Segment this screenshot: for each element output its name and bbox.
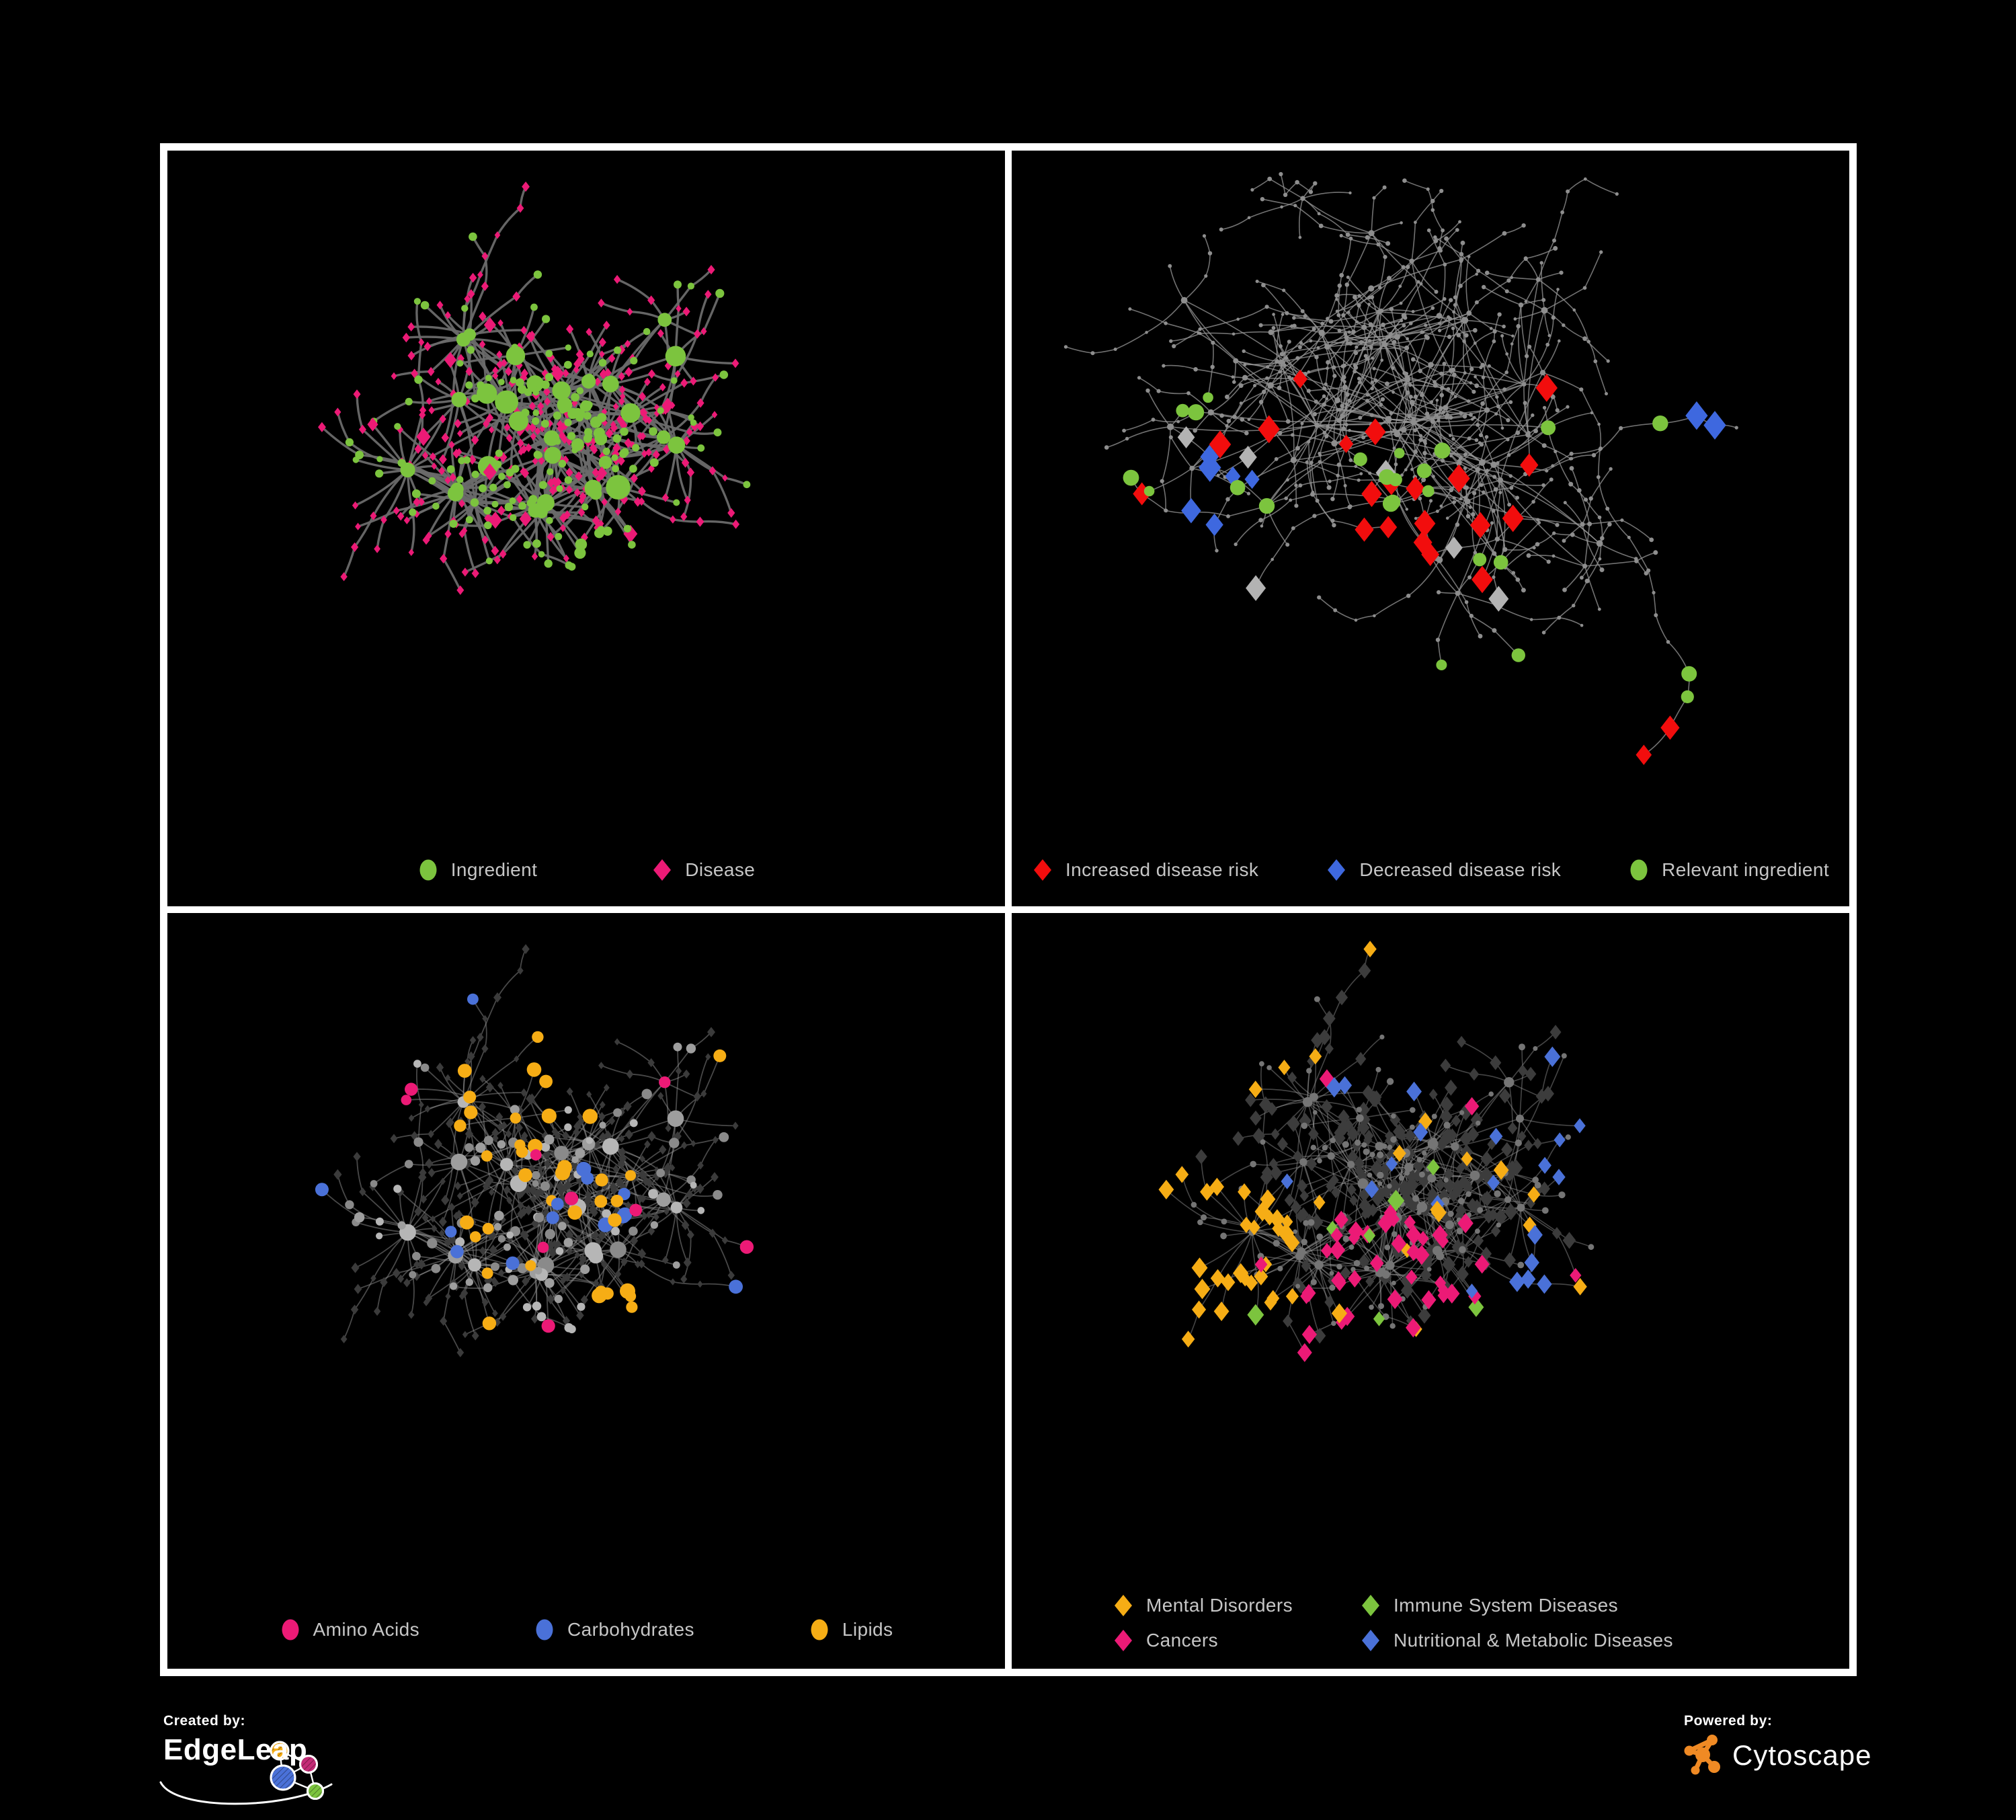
legend-label: Carbohydrates <box>567 1619 694 1640</box>
panel-disease-categories: Mental Disorders Immune System Diseases Ca… <box>1012 913 1849 1669</box>
legend-item-lipids: Lipids <box>809 1618 893 1642</box>
legend-swatch-circle-icon <box>811 1619 828 1640</box>
legend-label: Decreased disease risk <box>1359 859 1562 880</box>
legend-nutrient-categories: Amino Acids Carbohydrates Lipids <box>167 1618 1005 1642</box>
panel-nutrient-categories: Amino Acids Carbohydrates Lipids <box>167 913 1005 1669</box>
legend-swatch-diamond-icon <box>1362 1630 1379 1651</box>
legend-swatch-diamond-icon <box>1362 1595 1379 1616</box>
legend-swatch-diamond-icon <box>653 859 672 881</box>
legend-swatch-circle-icon <box>282 1619 299 1640</box>
created-by-label: Created by: <box>163 1713 246 1729</box>
legend-label: Increased disease risk <box>1065 859 1259 880</box>
legend-item-mental-disorders: Mental Disorders <box>1113 1593 1360 1618</box>
panel-disease-risk: Increased disease risk Decreased disease … <box>1012 151 1849 906</box>
legend-item-carbohydrates: Carbohydrates <box>534 1618 694 1642</box>
legend-item-ingredient: Ingredient <box>417 858 538 882</box>
legend-label: Ingredient <box>450 859 538 880</box>
legend-label: Mental Disorders <box>1146 1595 1293 1616</box>
powered-by-block: Powered by: Cytoscape <box>1684 1713 1871 1778</box>
legend-swatch-circle-icon <box>536 1619 553 1640</box>
legend-swatch-diamond-icon <box>1115 1630 1132 1651</box>
legend-label: Amino Acids <box>313 1619 420 1640</box>
legend-item-nutritional-metabolic-diseases: Nutritional & Metabolic Diseases <box>1360 1628 1673 1653</box>
legend-swatch-circle-icon <box>1630 859 1648 881</box>
legend-label: Immune System Diseases <box>1394 1595 1619 1616</box>
network-ingredient-disease <box>318 182 751 595</box>
powered-by-label: Powered by: <box>1684 1713 1773 1729</box>
legend-item-cancers: Cancers <box>1113 1628 1360 1653</box>
panel-ingredient-disease: Ingredient Disease <box>167 151 1005 906</box>
cytoscape-brand: Cytoscape <box>1732 1739 1872 1771</box>
legend-label: Cancers <box>1146 1630 1219 1651</box>
legend-item-disease: Disease <box>651 858 755 882</box>
network-disease-categories <box>1158 941 1595 1362</box>
legend-label: Lipids <box>842 1619 893 1640</box>
network-disease-risk <box>1063 171 1738 765</box>
panel-grid: Ingredient Disease Increased disease risk… <box>160 143 1857 1676</box>
legend-item-immune-system-diseases: Immune System Diseases <box>1360 1593 1673 1618</box>
network-nutrient-categories <box>315 944 754 1357</box>
legend-disease-categories: Mental Disorders Immune System Diseases Ca… <box>1012 1593 1849 1653</box>
legend-item-increased-disease-risk: Increased disease risk <box>1032 858 1258 882</box>
legend-disease-risk: Increased disease risk Decreased disease … <box>1012 858 1849 882</box>
legend-label: Relevant ingredient <box>1662 859 1830 880</box>
legend-item-decreased-disease-risk: Decreased disease risk <box>1326 858 1561 882</box>
legend-item-amino-acids: Amino Acids <box>280 1618 419 1642</box>
legend-item-relevant-ingredient: Relevant ingredient <box>1628 858 1829 882</box>
legend-swatch-diamond-icon <box>1328 859 1346 881</box>
cytoscape-logo-icon <box>1684 1735 1720 1775</box>
edgeleap-brand: EdgeLeap <box>163 1733 308 1766</box>
created-by-block: Created by: EdgeLeap <box>159 1713 333 1805</box>
legend-ingredient-disease: Ingredient Disease <box>167 858 1005 882</box>
legend-swatch-diamond-icon <box>1033 859 1051 881</box>
legend-label: Nutritional & Metabolic Diseases <box>1394 1630 1673 1651</box>
legend-swatch-circle-icon <box>419 859 437 881</box>
legend-label: Disease <box>685 859 756 880</box>
legend-swatch-diamond-icon <box>1115 1595 1132 1616</box>
